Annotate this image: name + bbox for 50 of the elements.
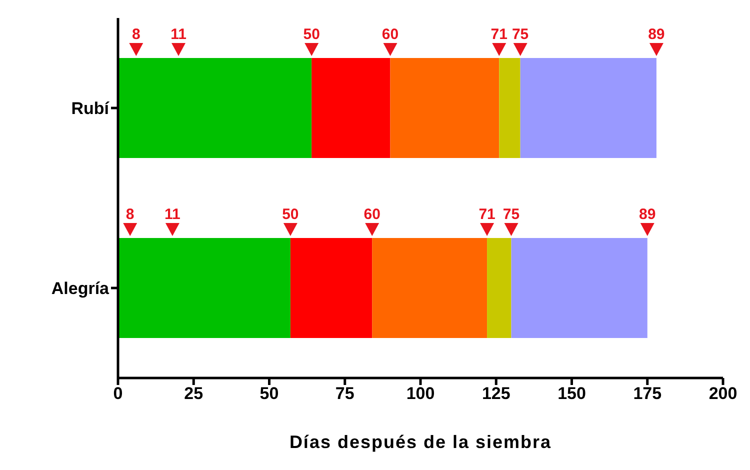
point (123, 223, 138, 236)
bar (511, 238, 648, 338)
series-label: 60 (364, 206, 380, 223)
text: 60 (382, 26, 399, 43)
bar (312, 58, 390, 158)
point (492, 43, 506, 56)
point (304, 43, 319, 56)
x-tick-label: 100 (406, 384, 435, 404)
x-tick-label: 75 (335, 384, 354, 404)
x-tick-label: 0 (113, 384, 123, 404)
bar (390, 58, 500, 158)
x-tick-label: 175 (633, 384, 662, 404)
y-tick-label: Rubí (71, 99, 110, 118)
series-label: 71 (490, 26, 508, 43)
series-label: 8 (132, 26, 140, 43)
bar (520, 58, 656, 158)
series-label: 50 (303, 26, 320, 43)
x-tick-label: 150 (558, 384, 586, 404)
point (649, 43, 664, 56)
point (165, 223, 180, 236)
point (504, 223, 518, 236)
x-tick-label: 50 (260, 384, 279, 404)
point (365, 223, 380, 236)
text: 89 (639, 206, 656, 223)
x-tick-label: 200 (708, 384, 738, 404)
series-label: 75 (512, 26, 529, 43)
bar (290, 238, 372, 338)
text: 11 (170, 26, 186, 43)
point (129, 43, 144, 56)
x-tick-label: 25 (184, 384, 204, 404)
point (513, 43, 528, 56)
text: 71 (478, 206, 496, 223)
x-tick-label: 125 (482, 384, 510, 404)
text: 50 (282, 206, 299, 223)
x-axis-title: Días después de la siembra (289, 432, 552, 452)
text: 8 (126, 206, 134, 223)
text: 75 (502, 206, 520, 223)
point (640, 223, 654, 236)
point (480, 223, 494, 236)
point (283, 223, 298, 236)
bar (118, 238, 290, 338)
bar (118, 58, 312, 158)
y-tick-label: Alegría (51, 279, 110, 298)
series-label: 11 (164, 206, 180, 223)
bar (372, 238, 488, 338)
bar (487, 238, 512, 338)
bar (499, 58, 520, 158)
point (383, 43, 398, 56)
point (172, 43, 186, 56)
series-label: 89 (648, 26, 665, 43)
